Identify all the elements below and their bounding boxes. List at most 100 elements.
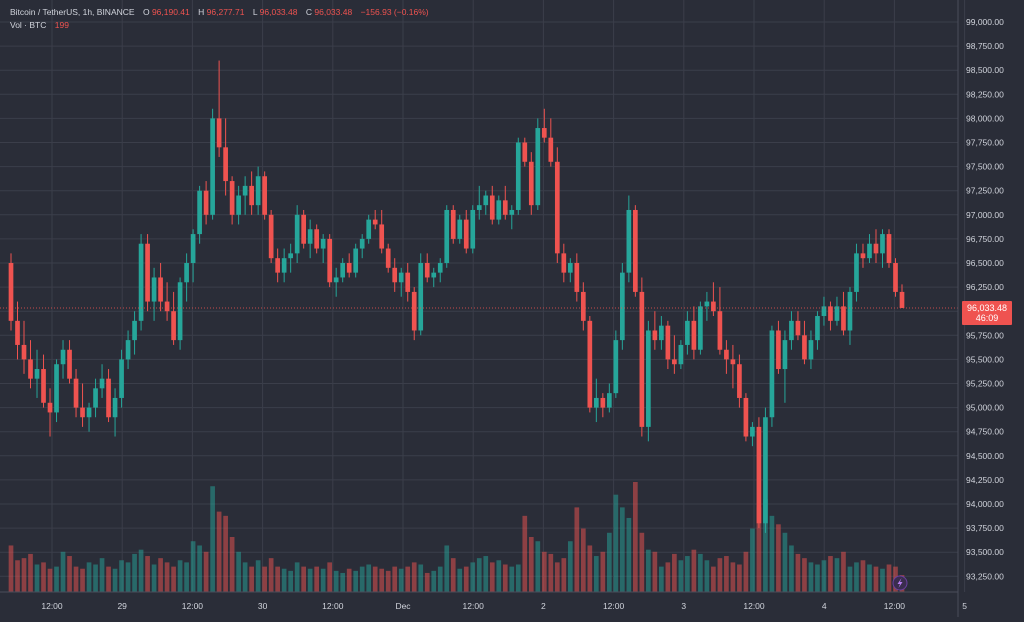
- candle-body: [47, 402, 53, 413]
- volume-bar: [444, 545, 450, 592]
- legend-o-value: 96,190.41: [152, 7, 190, 17]
- volume-bar: [593, 556, 599, 592]
- volume-bar: [802, 558, 807, 592]
- candle-body: [190, 234, 196, 263]
- volume-bar: [860, 560, 866, 592]
- volume-bar: [314, 566, 320, 592]
- volume-bar: [613, 494, 619, 592]
- volume-bar: [242, 562, 248, 592]
- candle-body: [704, 301, 710, 307]
- volume-bar: [418, 564, 424, 592]
- volume-bar: [821, 560, 827, 592]
- volume-bar: [763, 498, 768, 592]
- candle-body: [203, 190, 209, 215]
- candle-body: [80, 407, 85, 418]
- volume-bar: [353, 570, 359, 592]
- volume-bar: [372, 566, 378, 592]
- candle-body: [275, 258, 280, 273]
- candle-body: [574, 263, 580, 292]
- y-tick-label: 96,750.00: [966, 234, 1004, 244]
- y-tick-label: 97,500.00: [966, 162, 1004, 172]
- y-tick-label: 98,750.00: [966, 41, 1004, 51]
- volume-bar: [567, 541, 573, 592]
- x-tick-label: 2: [541, 601, 546, 611]
- candle-body: [815, 316, 820, 341]
- volume-bar: [392, 566, 398, 592]
- candle-body: [418, 263, 424, 331]
- volume-bar: [691, 549, 697, 592]
- candle-body: [405, 272, 411, 292]
- volume-bar: [854, 562, 859, 592]
- candle-body: [489, 195, 495, 220]
- volume-bar: [750, 528, 755, 592]
- volume-bar: [80, 568, 85, 592]
- lightning-icon: [897, 578, 903, 588]
- legend-vol-label: Vol · BTC: [10, 20, 46, 30]
- candle-body: [580, 291, 586, 321]
- candle-body: [54, 364, 59, 413]
- candle-body: [359, 238, 365, 249]
- candle-body: [613, 340, 619, 394]
- volume-bar: [138, 549, 144, 592]
- volume-bar: [164, 562, 170, 592]
- time-axis[interactable]: 12:00 29 12:00 30 12:00 Dec 12:00 2 12:00 3 12:00 4…: [41, 601, 967, 611]
- candle-body: [255, 176, 261, 206]
- candle-body: [249, 185, 254, 206]
- volume-bar: [125, 562, 131, 592]
- volume-bar: [320, 568, 326, 592]
- candle-body: [541, 128, 547, 138]
- candle-body: [67, 349, 72, 379]
- volume-bar: [717, 558, 723, 592]
- volume-bar: [522, 515, 528, 592]
- volume-bar: [626, 517, 632, 592]
- y-tick-label: 97,750.00: [966, 138, 1004, 148]
- candle-body: [620, 272, 625, 341]
- candle-body: [177, 282, 183, 341]
- volume-bar: [340, 572, 346, 592]
- candle-body: [223, 147, 228, 182]
- y-tick-label: 97,250.00: [966, 186, 1004, 196]
- volume-bar: [93, 564, 98, 592]
- volume-bar: [652, 551, 658, 592]
- volume-bar: [268, 558, 274, 592]
- candle-body: [567, 263, 573, 273]
- candle-body: [262, 176, 267, 215]
- candle-body: [593, 397, 599, 408]
- candle-body: [873, 243, 879, 254]
- volume-bar: [724, 556, 729, 592]
- candle-body: [880, 234, 885, 254]
- volume-bar: [236, 551, 241, 592]
- x-tick-label: 12:00: [603, 601, 625, 611]
- candle-body: [411, 291, 417, 331]
- x-tick-label: 12:00: [884, 601, 906, 611]
- candle-body: [639, 291, 645, 427]
- candle-body: [21, 344, 27, 360]
- candle-body: [685, 320, 690, 345]
- candle-body: [8, 263, 14, 321]
- candle-body: [470, 209, 476, 249]
- candle-body: [854, 253, 859, 292]
- volume-bar: [229, 537, 235, 592]
- legend-symbol: Bitcoin / TetherUS, 1h, BINANCE: [10, 7, 135, 17]
- volume-bar: [776, 524, 781, 592]
- candle-body: [197, 190, 202, 235]
- candle-body: [476, 205, 482, 210]
- volume-bar: [8, 545, 14, 592]
- candle-body: [385, 248, 391, 268]
- volume-bar: [476, 558, 482, 592]
- lightning-button[interactable]: [892, 575, 908, 591]
- candle-body: [711, 301, 716, 312]
- candle-body: [210, 118, 215, 215]
- y-tick-label: 93,500.00: [966, 547, 1004, 557]
- y-tick-label: 94,000.00: [966, 499, 1004, 509]
- volume-bar: [867, 564, 872, 592]
- y-tick-label: 94,250.00: [966, 475, 1004, 485]
- volume-bar: [424, 572, 430, 592]
- volume-bar: [808, 562, 814, 592]
- volume-bar: [197, 545, 202, 592]
- candle-body: [301, 214, 307, 244]
- volume-bar: [190, 541, 196, 592]
- candle-body: [600, 397, 606, 408]
